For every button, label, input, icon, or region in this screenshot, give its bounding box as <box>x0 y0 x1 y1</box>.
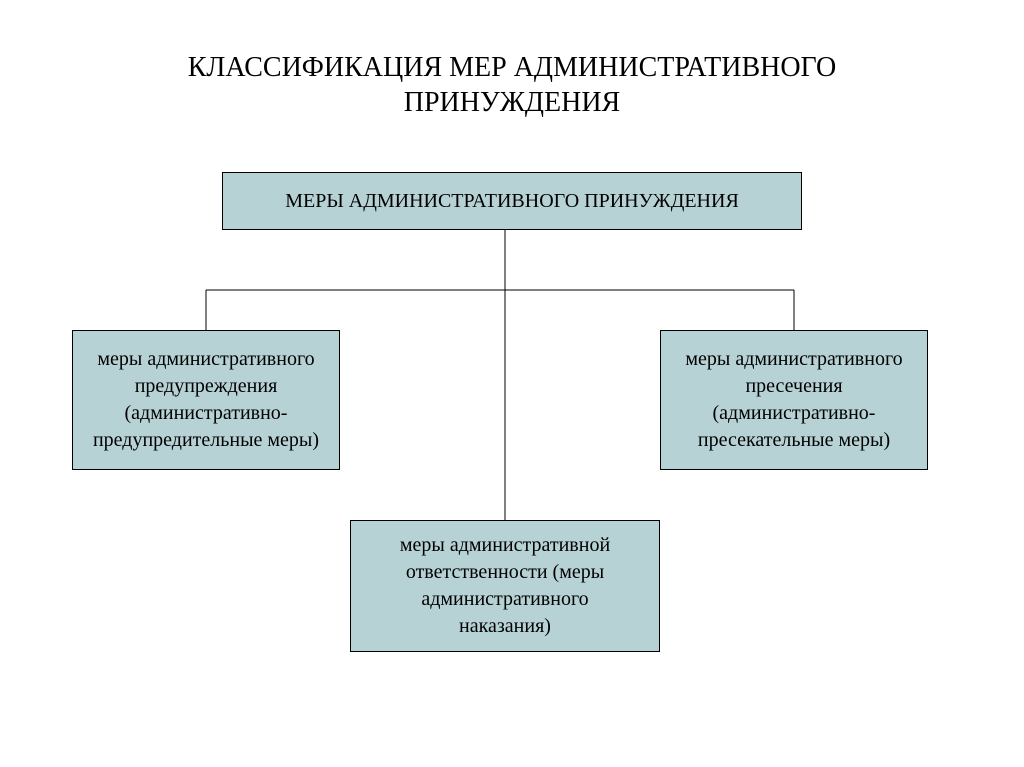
node-root: МЕРЫ АДМИНИСТРАТИВНОГО ПРИНУЖДЕНИЯ <box>222 172 802 230</box>
diagram-canvas: КЛАССИФИКАЦИЯ МЕР АДМИНИСТРАТИВНОГО ПРИН… <box>0 0 1024 767</box>
node-left-label: меры административного предупреждения (а… <box>93 346 319 454</box>
page-title: КЛАССИФИКАЦИЯ МЕР АДМИНИСТРАТИВНОГО ПРИН… <box>0 50 1024 120</box>
node-root-label: МЕРЫ АДМИНИСТРАТИВНОГО ПРИНУЖДЕНИЯ <box>285 188 739 215</box>
node-left: меры административного предупреждения (а… <box>72 330 340 470</box>
node-right: меры административного пресечения (админ… <box>660 330 928 470</box>
node-bottom-label: меры административной ответственности (м… <box>400 532 610 640</box>
node-right-label: меры административного пресечения (админ… <box>685 346 902 454</box>
node-bottom: меры административной ответственности (м… <box>350 520 660 652</box>
